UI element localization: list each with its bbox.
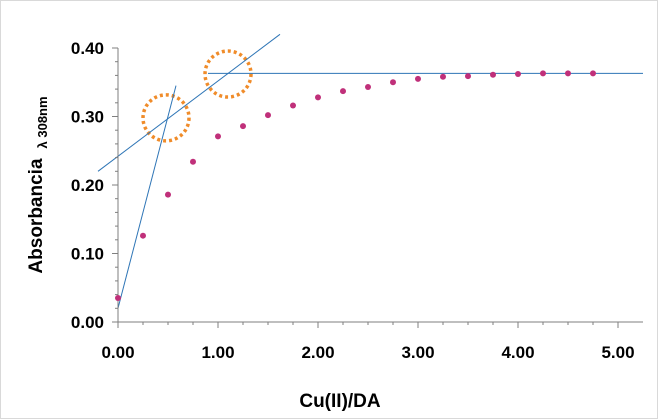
data-point [115,295,121,302]
x-axis-title: Cu(II)/DA [299,391,381,412]
data-point [315,94,321,101]
trend-lines [97,33,643,309]
y-tick-label: 0.20 [71,176,104,195]
highlight-circle [203,49,253,99]
data-point [165,191,171,198]
y-tick-label: 0.00 [71,313,104,332]
data-point [340,88,346,95]
trend-line [117,85,177,309]
x-tick-label: 2.00 [301,343,334,362]
y-tick-label: 0.10 [71,245,104,264]
data-point [415,75,421,82]
data-point [440,73,446,80]
y-tick-label: 0.30 [71,108,104,127]
y-axis-title-subscript: λ 308nm [35,96,50,148]
data-point [365,84,371,91]
data-point [265,112,271,119]
data-point [465,73,471,80]
x-tick-label: 3.00 [401,343,434,362]
x-tick-label: 4.00 [501,343,534,362]
data-point [240,123,246,130]
data-point [565,70,571,77]
data-point [515,71,521,78]
data-point [540,70,546,77]
x-tick-label: 1.00 [201,343,234,362]
data-point [290,102,296,109]
highlight-circle [141,93,191,143]
x-tick-label: 5.00 [601,343,634,362]
data-point [140,232,146,239]
data-point [390,79,396,86]
data-point [215,133,221,140]
y-axis-title: Absorbancia λ 308nm [26,96,50,273]
data-point [490,71,496,78]
y-tick-label: 0.40 [71,39,104,58]
ticks: 0.00 0.10 0.20 0.30 0.40 0.00 1.00 2.00 3.00 4.00… [71,39,635,362]
y-axis-title-main: Absorbancia [26,158,47,274]
data-points [115,70,596,302]
x-tick-label: 0.00 [101,343,134,362]
axes [117,48,643,323]
highlight-circles [141,49,253,143]
data-point [590,70,596,77]
data-point [190,158,196,165]
y-axis-title-group: Absorbancia λ 308nm [26,96,50,273]
trend-line [97,33,281,172]
